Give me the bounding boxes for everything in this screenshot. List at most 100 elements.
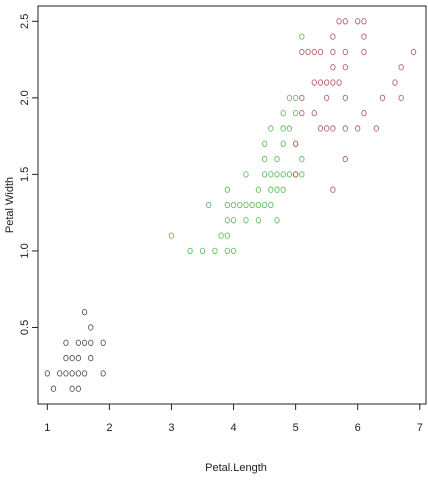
data-point-series-2 xyxy=(255,186,262,193)
data-point-series-3 xyxy=(392,79,398,86)
data-point-series-1 xyxy=(88,324,94,331)
y-tick-label: 1.0 xyxy=(19,243,31,258)
data-point-series-2 xyxy=(243,201,249,209)
data-point-series-2 xyxy=(299,155,305,163)
data-point-series-2 xyxy=(274,217,280,224)
plot-frame xyxy=(37,5,427,405)
data-point-series-2 xyxy=(224,247,230,255)
data-point-series-3 xyxy=(324,125,330,132)
data-point-series-3 xyxy=(330,48,336,56)
data-point-series-1 xyxy=(75,385,82,392)
data-point-series-1 xyxy=(75,354,82,362)
data-point-series-3 xyxy=(299,94,305,101)
data-point-series-2 xyxy=(274,186,280,193)
data-point-series-2 xyxy=(237,201,243,209)
data-point-series-2 xyxy=(212,247,218,255)
data-point-series-2 xyxy=(286,94,293,101)
y-tick-label: 2.5 xyxy=(19,14,31,29)
data-point-series-1 xyxy=(75,339,82,346)
data-point-series-2 xyxy=(199,247,206,255)
data-point-series-2 xyxy=(292,110,299,117)
data-point-series-3 xyxy=(361,33,367,40)
data-point-series-3 xyxy=(330,33,336,40)
x-tick-label: 3 xyxy=(168,422,174,434)
data-point-series-2 xyxy=(268,171,274,178)
data-point-series-3 xyxy=(342,64,348,71)
y-tick-label: 1.5 xyxy=(19,167,31,182)
data-point-series-2 xyxy=(261,155,268,163)
data-point-series-3 xyxy=(398,64,404,71)
data-point-series-1 xyxy=(88,339,94,346)
y-tick-label: 0.5 xyxy=(19,320,31,335)
data-point-series-2 xyxy=(230,217,237,224)
data-point-series-3 xyxy=(361,110,367,117)
data-point-series-3 xyxy=(342,48,348,56)
data-point-series-2 xyxy=(268,125,274,132)
data-point-series-3 xyxy=(342,125,348,132)
data-point-series-3 xyxy=(342,94,348,101)
x-tick-label: 6 xyxy=(355,422,361,434)
data-point-series-3 xyxy=(299,48,305,56)
x-axis-title: Petal.Length xyxy=(205,462,267,474)
data-point-series-2 xyxy=(268,186,274,193)
data-point-series-2 xyxy=(299,33,305,40)
data-point-series-1 xyxy=(81,339,88,346)
data-point-series-1 xyxy=(100,339,106,346)
data-point-series-2 xyxy=(280,110,286,117)
data-point-series-3 xyxy=(355,125,361,132)
data-point-series-1 xyxy=(75,370,82,377)
data-point-series-1 xyxy=(69,370,75,377)
data-point-series-3 xyxy=(317,125,324,132)
data-point-series-2 xyxy=(224,186,230,193)
data-point-series-3 xyxy=(292,171,299,178)
data-point-series-3 xyxy=(292,140,299,147)
y-tick-label: 2.0 xyxy=(19,90,31,105)
data-point-series-3 xyxy=(299,110,305,117)
data-point-series-3 xyxy=(324,79,330,86)
data-point-series-1 xyxy=(81,309,88,316)
data-point-series-3 xyxy=(342,18,348,25)
data-point-series-3 xyxy=(361,48,367,56)
data-point-series-3 xyxy=(330,125,336,132)
data-point-series-1 xyxy=(88,354,94,362)
data-point-series-2 xyxy=(286,171,293,178)
data-point-series-2 xyxy=(280,125,286,132)
data-point-series-1 xyxy=(69,385,75,392)
data-point-series-2 xyxy=(286,125,293,132)
data-point-series-3 xyxy=(311,110,317,117)
data-point-series-2 xyxy=(280,140,286,147)
data-point-series-2 xyxy=(206,201,212,209)
data-point-series-1 xyxy=(57,370,63,377)
data-point-series-2 xyxy=(261,171,268,178)
data-point-series-3 xyxy=(324,94,330,101)
data-point-series-3 xyxy=(373,125,379,132)
data-point-series-2 xyxy=(224,217,230,224)
data-point-series-2 xyxy=(218,232,224,239)
data-point-series-1 xyxy=(63,354,69,362)
data-point-series-3 xyxy=(317,79,324,86)
data-points xyxy=(44,18,417,392)
data-point-series-3 xyxy=(330,79,336,86)
data-point-series-2 xyxy=(268,201,274,209)
data-point-series-1 xyxy=(50,385,57,392)
data-point-series-2 xyxy=(230,201,237,209)
x-tick-label: 2 xyxy=(106,422,112,434)
data-point-series-3 xyxy=(336,18,342,25)
data-point-series-2 xyxy=(187,247,193,255)
data-point-series-3 xyxy=(361,18,367,25)
y-axis: 0.5 1.0 1.5 2.0 2.5 xyxy=(19,14,38,335)
data-point-series-2 xyxy=(255,217,262,224)
data-point-series-3 xyxy=(342,155,348,163)
data-point-series-3 xyxy=(355,18,361,25)
data-point-series-1 xyxy=(44,370,50,377)
data-point-series-3 xyxy=(311,48,317,56)
data-point-series-3 xyxy=(336,79,342,86)
y-axis-title: Petal Width xyxy=(4,177,16,233)
data-point-series-2 xyxy=(243,217,249,224)
data-point-series-2 xyxy=(292,94,299,101)
data-point-series-2 xyxy=(261,201,268,209)
data-point-series-2 xyxy=(274,155,280,163)
data-point-series-2 xyxy=(280,171,286,178)
data-point-series-2 xyxy=(274,171,280,178)
